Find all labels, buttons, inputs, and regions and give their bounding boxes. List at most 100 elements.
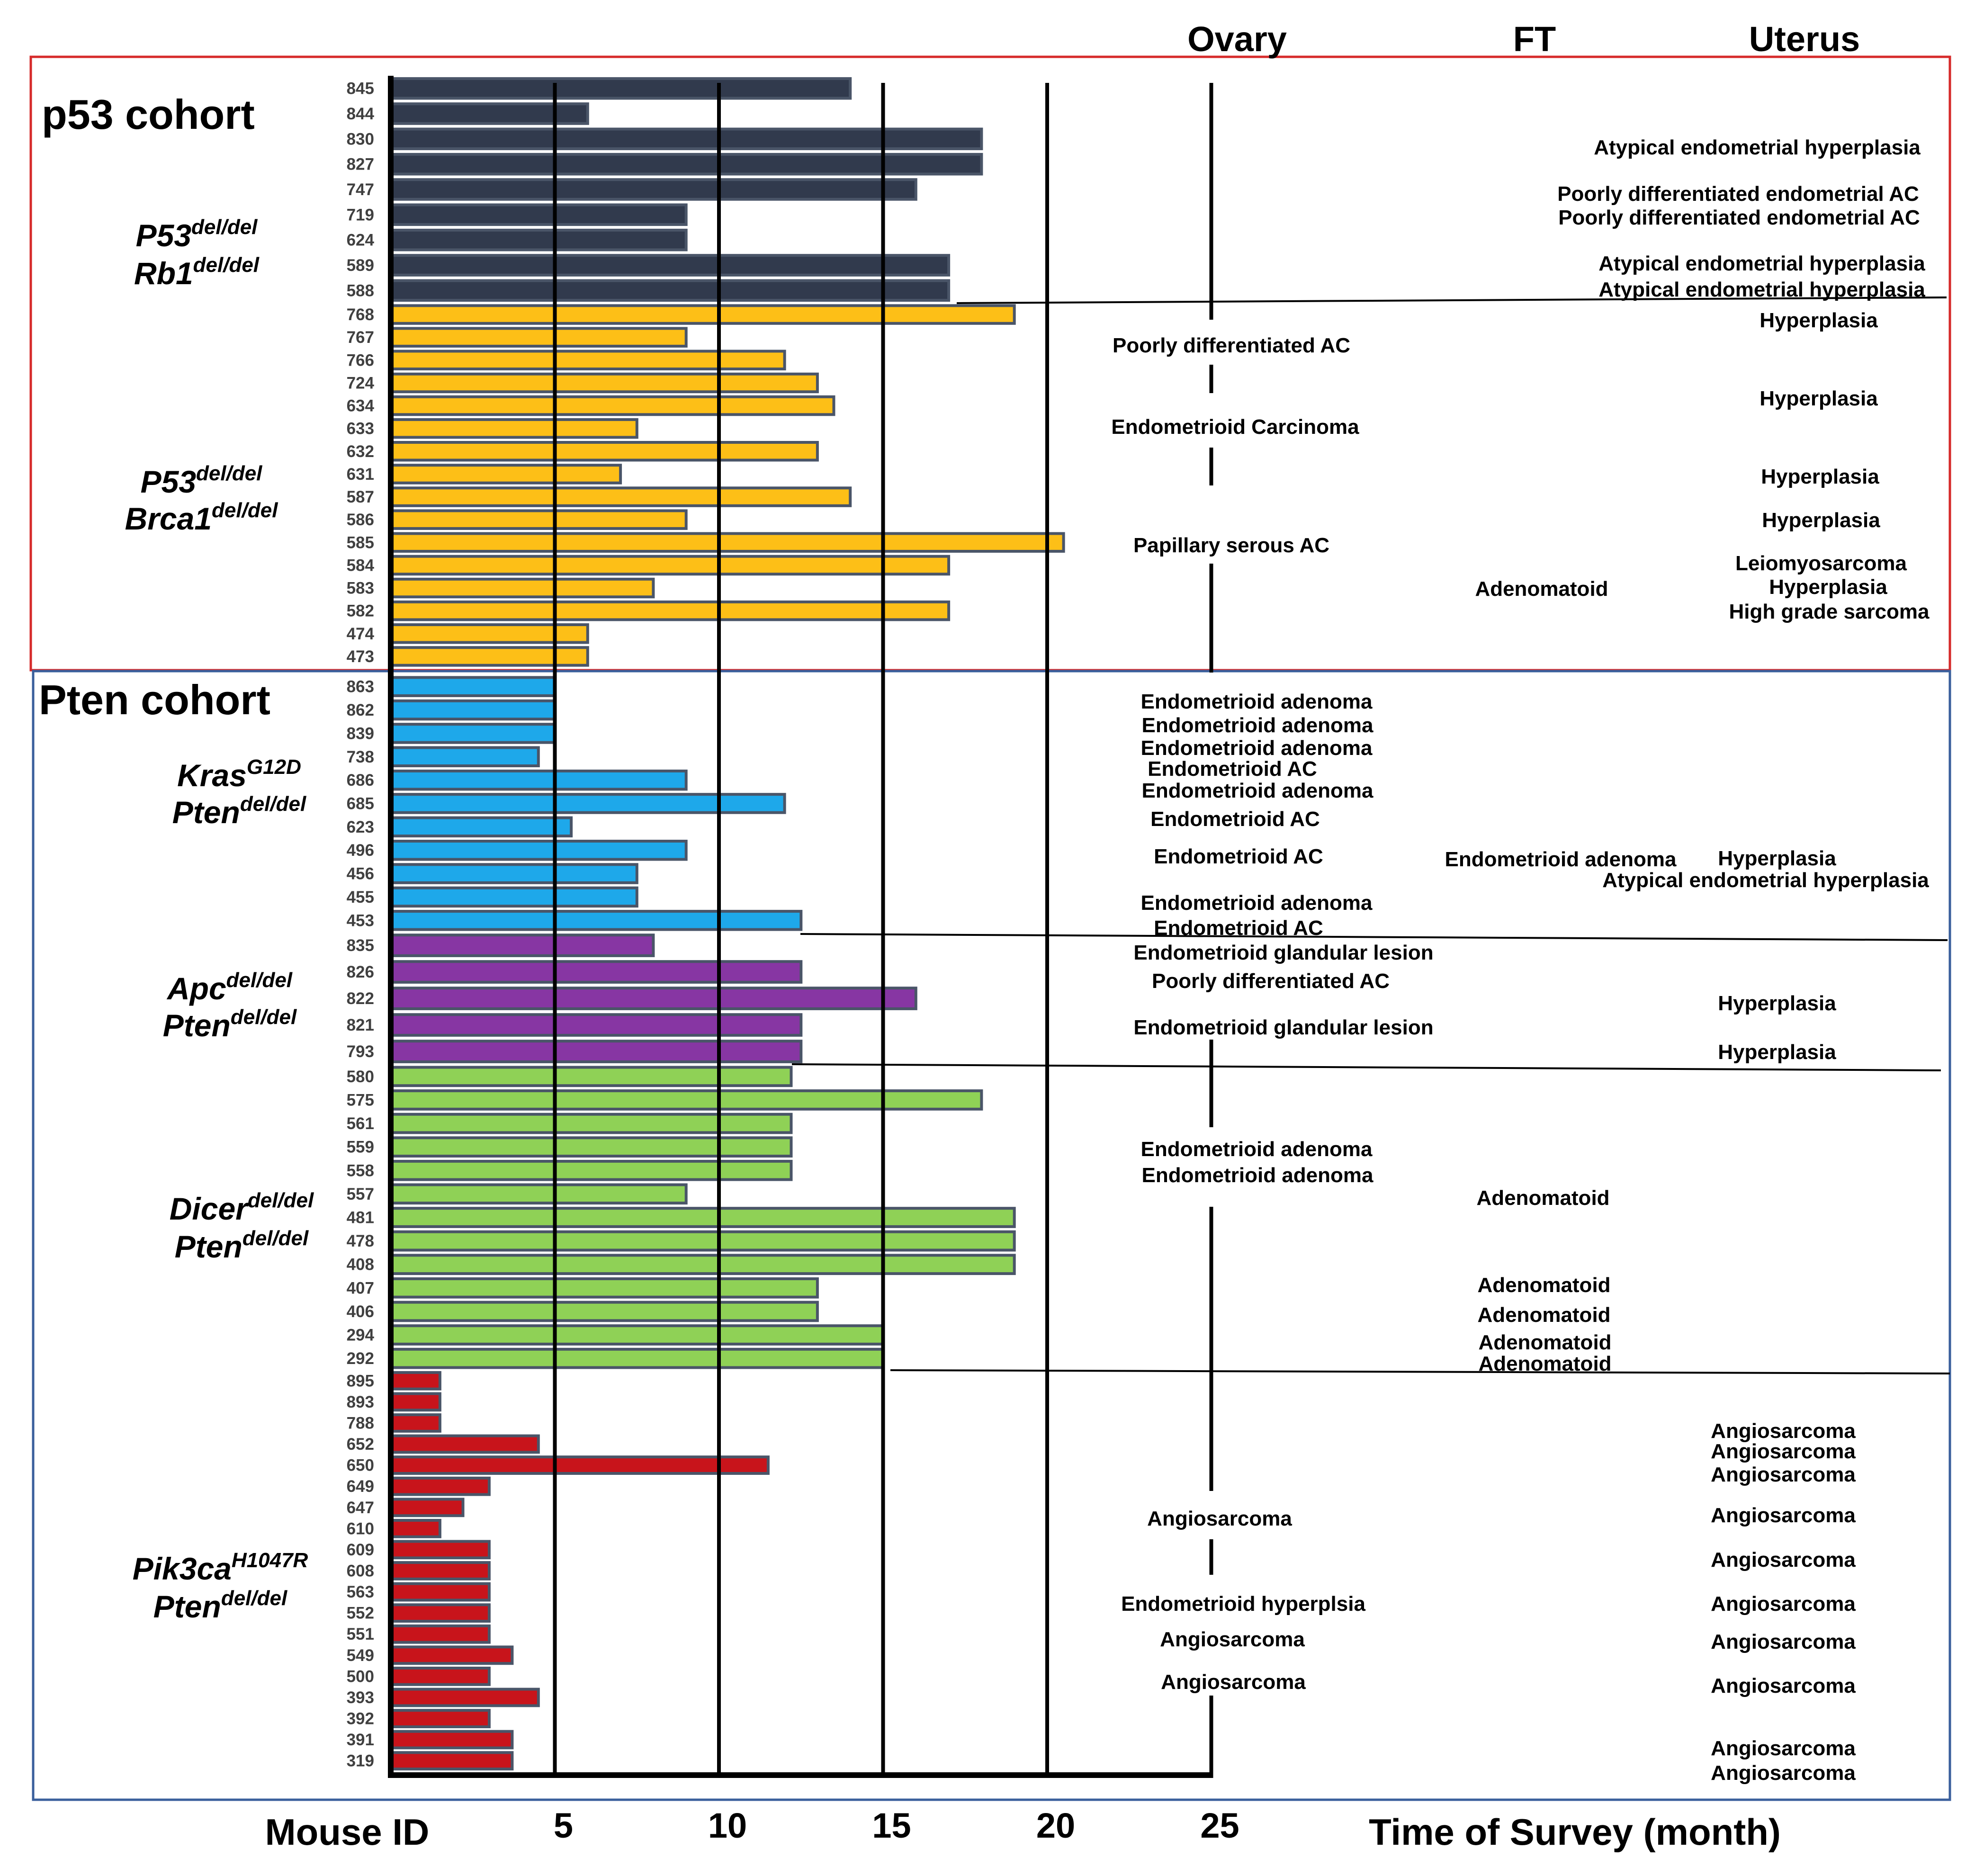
uterus-annotation: Angiosarcoma [1711,1440,1856,1463]
group-labels: P53del/delRb1del/delP53del/delBrca1del/d… [125,215,314,1624]
mouse-id-label: 839 [347,724,374,743]
bar [389,723,557,744]
bar [389,1392,441,1412]
group-label-line1: P53del/del [141,462,263,499]
ovary-annotation: Endometrioid glandular lesion [1133,1016,1433,1039]
uterus-column-header: Uterus [1749,19,1860,59]
mouse-id-label: 500 [347,1667,374,1686]
group-label-line1: P53del/del [136,215,258,253]
mouse-id-label: 456 [347,865,374,883]
ft-annotation: Adenomatoid [1478,1352,1611,1375]
x-tick-label: 25 [1200,1806,1239,1845]
bar [389,127,983,151]
uterus-annotation: Hyperplasia [1762,509,1880,532]
bar [389,1645,514,1665]
bar [389,1476,491,1496]
ovary-annotation: Angiosarcoma [1160,1628,1305,1651]
bar [389,153,983,176]
mouse-id-label: 575 [347,1091,374,1109]
mouse-id-label: 632 [347,442,374,461]
bar [389,327,688,348]
ovary-annotation: Endometrioid adenoma [1142,714,1374,737]
bar [389,1277,819,1299]
bar [389,1207,1016,1228]
group-label-line2: Brca1del/del [125,499,278,536]
mouse-id-label: 835 [347,936,374,955]
gridlines [388,76,1213,1778]
ovary-annotation: Endometrioid AC [1154,916,1323,940]
mouse-id-label: 624 [347,231,375,250]
bar [389,1183,688,1205]
mouse-id-label: 747 [347,180,374,199]
mouse-id-label: 587 [347,488,374,506]
bar [389,1371,441,1391]
mouse-id-label: 551 [347,1625,374,1643]
ovary-annotation: Endometrioid adenoma [1141,690,1373,713]
bar [389,1498,465,1517]
bar [389,1624,491,1644]
mouse-id-label: 609 [347,1541,374,1559]
bar [389,1561,491,1580]
uterus-annotation: Angiosarcoma [1711,1504,1856,1527]
mouse-id-label: 686 [347,771,374,790]
uterus-annotation: Angiosarcoma [1711,1737,1856,1760]
separator-2 [800,933,1948,941]
uterus-annotation: Hyperplasia [1760,309,1878,332]
bar [389,1254,1016,1275]
mouse-id-label: 830 [347,130,374,148]
separator-1 [956,296,1947,304]
uterus-annotation: Poorly differentiated endometrial AC [1557,182,1919,206]
bar [389,910,803,931]
mouse-id-label: 827 [347,155,374,174]
uterus-annotation: Angiosarcoma [1711,1548,1856,1571]
ovary-annotation: Papillary serous AC [1133,534,1329,557]
mouse-id-label: 719 [347,206,374,224]
uterus-annotation: Angiosarcoma [1711,1419,1856,1443]
mouse-id-label: 292 [347,1349,374,1368]
bar [389,254,951,277]
bar [389,934,655,957]
ft-annotation: Adenomatoid [1478,1331,1611,1354]
mouse-id-label: 393 [347,1688,374,1707]
ovary-annotation: Endometrioid Carcinoma [1111,415,1359,439]
ft-annotation: Adenomatoid [1476,1186,1609,1210]
group-label-line1: Dicerdel/del [170,1189,314,1226]
mouse-id-label: 585 [347,533,374,552]
group-label-line2: Rb1del/del [134,253,260,291]
bar [389,1751,514,1771]
mouse-id-label: 563 [347,1583,374,1601]
bar [389,577,655,599]
bar [389,1413,441,1433]
ovary-annotation: Poorly differentiated AC [1113,334,1350,357]
mouse-id-label: 623 [347,818,374,836]
mouse-id-label: 558 [347,1161,374,1180]
separator-3 [791,1063,1941,1071]
mouse-id-label: 724 [347,374,375,392]
group-separators [791,296,1950,1374]
uterus-annotation: Hyperplasia [1760,387,1878,410]
bar [389,1113,793,1134]
ovary-column-header: Ovary [1187,19,1287,59]
mouse-id-label: 633 [347,420,374,438]
mouse-id-label: 474 [347,625,375,643]
uterus-annotation: Angiosarcoma [1711,1674,1856,1697]
mouse-id-label: 481 [347,1209,374,1227]
mouse-id-label: 844 [347,105,375,123]
bar [389,1324,885,1346]
bar [389,1434,540,1454]
mouse-id-label: 478 [347,1232,374,1250]
mouse-id-label: 586 [347,511,374,529]
annotations: Poorly differentiated AC Endometrioid Car… [1111,136,1930,1785]
bar [389,1709,491,1728]
bar [389,372,819,394]
ovary-annotation: Endometrioid adenoma [1141,891,1373,915]
bar [389,769,688,791]
group-label-line1: Pik3caH1047R [133,1549,308,1586]
mouse-id-label: 793 [347,1042,374,1061]
bar [389,863,638,884]
bar [389,228,688,251]
bar [389,840,688,861]
mouse-id-label: 392 [347,1710,374,1728]
ovary-annotation: Endometrioid adenoma [1142,779,1374,802]
mouse-id-label: 588 [347,281,374,300]
